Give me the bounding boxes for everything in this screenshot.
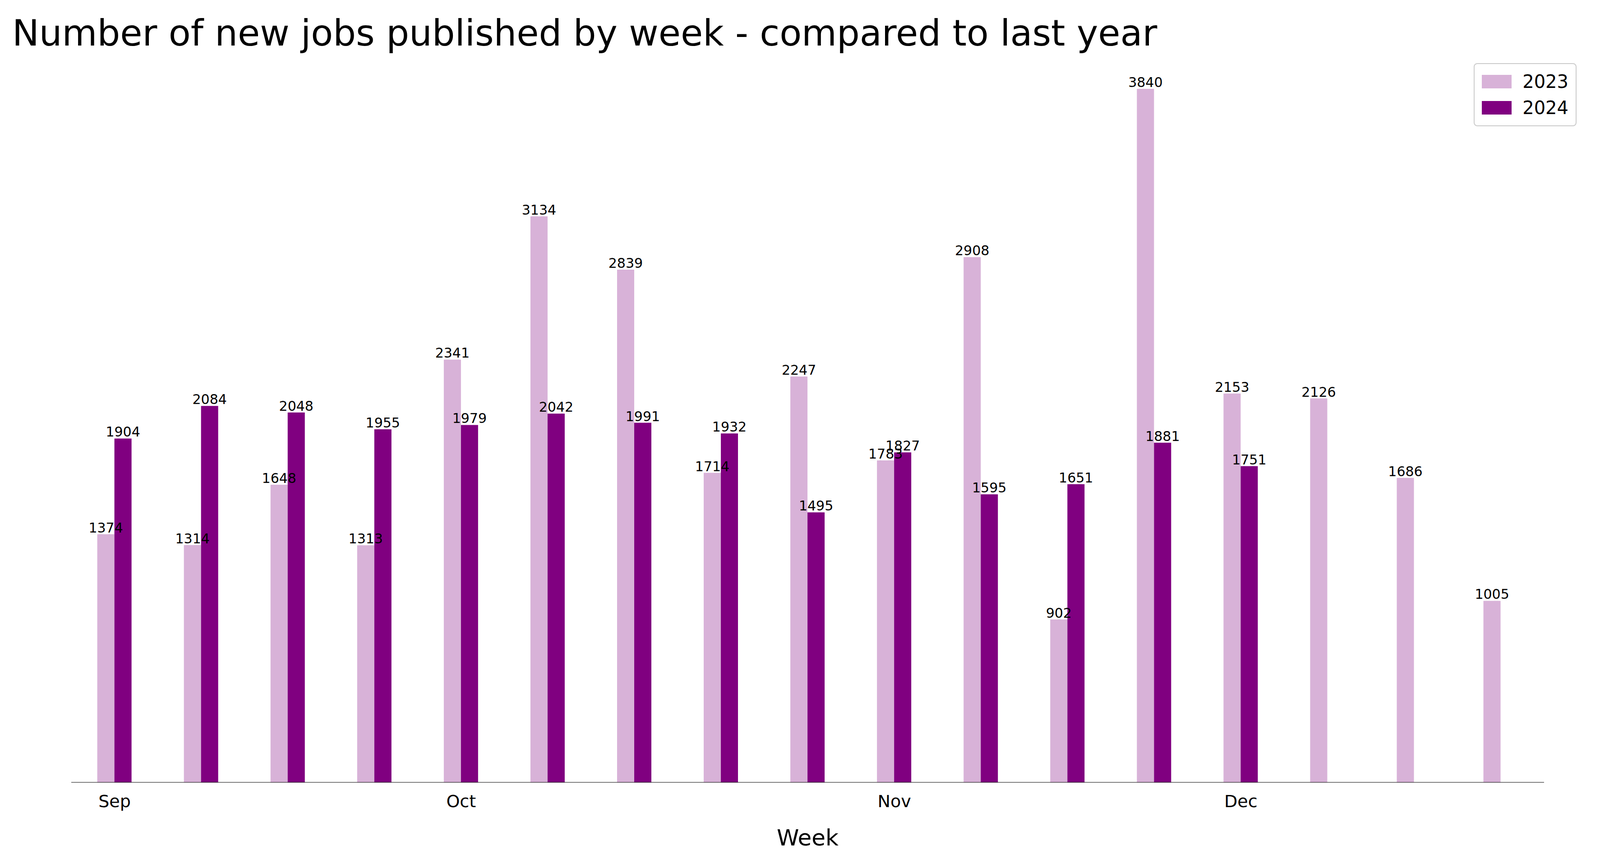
svg-text:1955: 1955 — [365, 414, 401, 431]
svg-text:1314: 1314 — [175, 530, 210, 547]
svg-text:1881: 1881 — [1145, 428, 1180, 445]
svg-text:2247: 2247 — [781, 362, 817, 379]
svg-text:1714: 1714 — [695, 458, 730, 475]
svg-text:1827: 1827 — [885, 438, 920, 454]
svg-text:2839: 2839 — [608, 255, 643, 272]
svg-text:2153: 2153 — [1214, 379, 1250, 396]
svg-text:1991: 1991 — [625, 408, 660, 425]
svg-text:2042: 2042 — [539, 399, 574, 415]
svg-text:3134: 3134 — [521, 202, 557, 218]
svg-text:1495: 1495 — [798, 497, 834, 514]
svg-text:Week: Week — [776, 825, 839, 852]
html-text:2024: 2024 — [1522, 97, 1569, 119]
svg-text:1313: 1313 — [348, 530, 383, 547]
svg-text:Sep: Sep — [98, 791, 131, 812]
svg-text:Dec: Dec — [1224, 791, 1258, 812]
svg-text:Oct: Oct — [446, 791, 476, 812]
svg-text:1005: 1005 — [1474, 586, 1509, 603]
html-text:Number of new jobs published b: Number of new jobs published by week - c… — [12, 12, 1158, 55]
svg-text:1374: 1374 — [88, 520, 123, 536]
svg-text:2084: 2084 — [192, 391, 227, 408]
svg-text:1979: 1979 — [452, 410, 487, 427]
svg-text:1904: 1904 — [105, 424, 140, 440]
svg-text:1651: 1651 — [1058, 470, 1093, 486]
svg-text:2048: 2048 — [279, 398, 314, 415]
svg-text:3840: 3840 — [1128, 74, 1163, 91]
svg-text:2341: 2341 — [435, 345, 470, 361]
svg-text:1783: 1783 — [868, 446, 903, 462]
svg-text:1686: 1686 — [1387, 463, 1423, 480]
svg-text:1595: 1595 — [972, 479, 1007, 496]
svg-text:902: 902 — [1046, 605, 1072, 622]
svg-text:1932: 1932 — [712, 419, 747, 435]
svg-text:Nov: Nov — [877, 791, 911, 812]
svg-text:1751: 1751 — [1231, 451, 1267, 468]
svg-text:2126: 2126 — [1301, 384, 1336, 401]
svg-text:2908: 2908 — [954, 242, 990, 259]
html-text:2023: 2023 — [1522, 71, 1569, 93]
svg-text:1648: 1648 — [262, 470, 297, 487]
